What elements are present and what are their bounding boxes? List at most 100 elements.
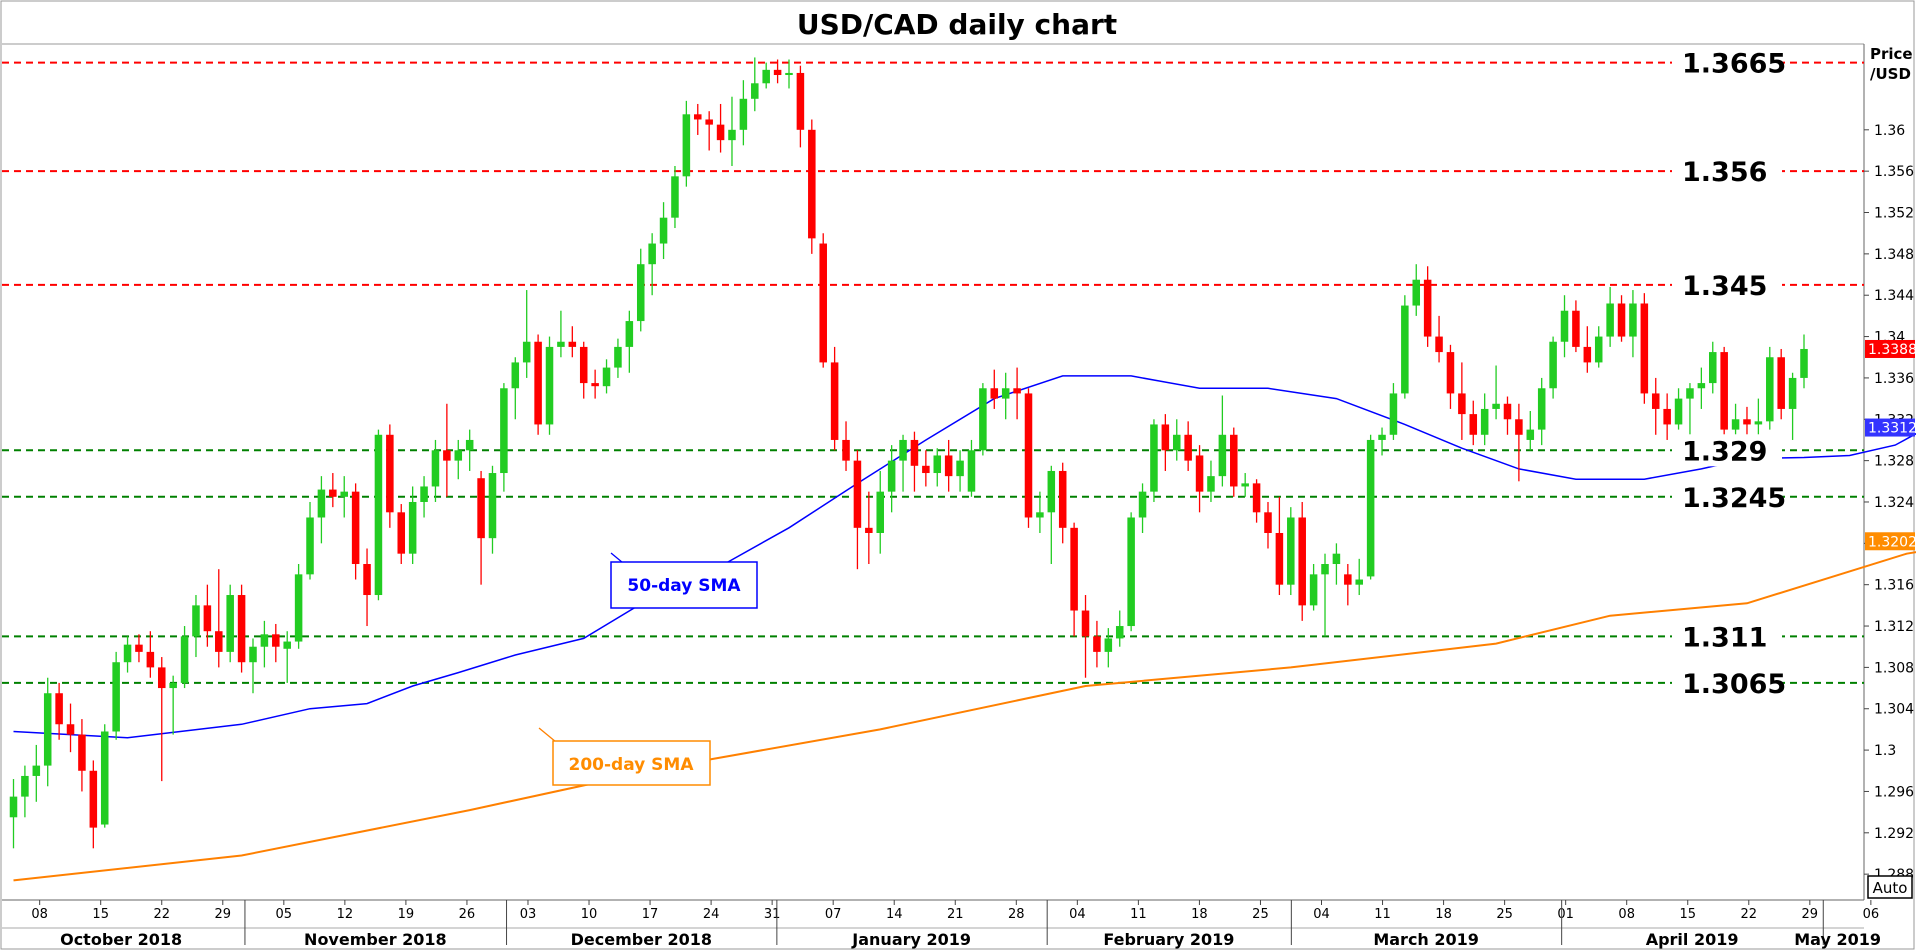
candle-body [1606,303,1614,337]
candle [397,504,406,565]
candle-body [1241,483,1249,487]
candle-body [751,83,759,99]
candle-body [1161,424,1170,451]
candle [1013,367,1021,420]
candle-body [215,631,223,652]
candle-body [1013,388,1021,394]
candle-body [146,651,155,668]
candle [842,421,850,471]
candle-body [1686,388,1694,399]
price-tag-0: 1.3388 [1865,339,1916,358]
candle [1560,295,1569,358]
candle-body [1332,553,1341,565]
sma-200-line [13,551,1916,882]
candle-body [1800,348,1808,378]
candle-body [1115,626,1124,639]
x-tick-label: 19 [398,907,415,922]
y-tick-label: 1.296 [1874,784,1914,800]
x-tick-label: 26 [459,907,476,922]
candle [716,103,725,153]
candle [408,486,417,565]
annotation-sma-200: 200-day SMA [538,727,711,786]
candle [751,57,759,112]
candle-body [990,388,999,399]
candle-body [317,489,326,518]
candle [1001,372,1010,420]
candle-body [1560,310,1569,342]
candle [922,450,930,487]
price-tag-bg [1865,339,1915,358]
candle-body [602,367,611,387]
level-label-bg [1672,434,1782,467]
candle [1412,264,1421,316]
candle [1378,427,1386,456]
candle [306,501,314,580]
candle-body [1275,532,1284,585]
candle [1389,383,1398,440]
candle [808,119,816,254]
candle [614,338,622,378]
candle [819,233,827,368]
candle-body [1572,310,1580,347]
y-axis-unit-line1: Price [1870,45,1913,63]
candle [591,369,599,399]
candle-body [1287,517,1295,585]
candle-body [545,346,554,425]
candle [796,65,805,148]
candle [340,476,348,518]
month-label: March 2019 [1373,930,1479,949]
candle-body [157,667,166,689]
candle-body [1047,470,1056,513]
price-tag-bg [1865,418,1915,437]
y-tick-label: 1.292 [1874,826,1914,842]
candle [1800,334,1808,389]
level-label-text: 1.345 [1682,271,1767,302]
candle-body [1458,393,1466,415]
candle-body [1537,388,1546,430]
auto-scale-button[interactable]: Auto [1867,875,1913,899]
candle [1332,543,1341,585]
candle [1469,400,1478,446]
candle [1401,295,1409,399]
x-tick-label: 03 [520,907,537,922]
x-tick-label: 01 [1557,907,1574,922]
candle-body [1070,527,1078,611]
candle-body [910,439,919,466]
candle-body [876,491,885,533]
candle [671,165,679,229]
candle [990,369,999,409]
candle-body [808,129,816,239]
x-tick-label: 18 [1435,907,1452,922]
candle-body [203,605,212,632]
x-tick-label: 21 [947,907,964,922]
candle-body [488,473,497,539]
candle [1674,388,1683,430]
candle-body [1663,408,1671,425]
candle [43,677,52,787]
candle [363,548,371,627]
y-tick-label: 1.304 [1874,702,1914,718]
x-tick-label: 15 [92,907,109,922]
candle [1127,512,1135,632]
candle-body [420,486,428,502]
candle [1264,501,1272,549]
candle [659,202,668,260]
level-label-4: 1.3245 [1672,480,1786,514]
x-tick-label: 18 [1191,907,1208,922]
candle [226,584,234,663]
candle [534,334,542,435]
candle [1138,483,1147,533]
candle-body [249,646,257,663]
candle [78,719,86,792]
x-tick-label: 12 [337,907,354,922]
candle [1686,383,1694,440]
candle-body [1230,434,1238,487]
x-tick-label: 15 [1679,907,1696,922]
candle [488,465,497,554]
candle [123,636,132,673]
x-tick-label: 04 [1069,907,1086,922]
candle-body [1412,279,1421,306]
candle-body [1446,352,1455,394]
candle-body [1389,393,1398,435]
candle [431,439,440,502]
